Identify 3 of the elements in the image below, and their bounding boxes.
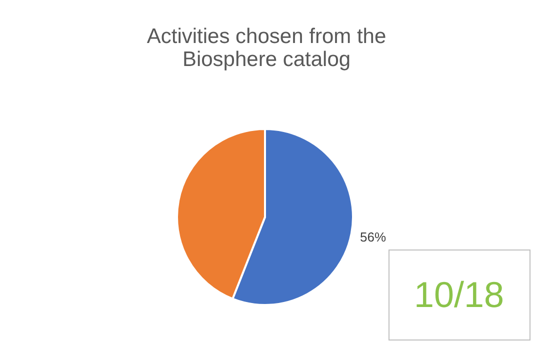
chart-title: Activities chosen from the Biosphere catalog <box>146 25 386 71</box>
text: 10/18 <box>414 274 504 315</box>
data-label: 56% <box>360 230 386 245</box>
